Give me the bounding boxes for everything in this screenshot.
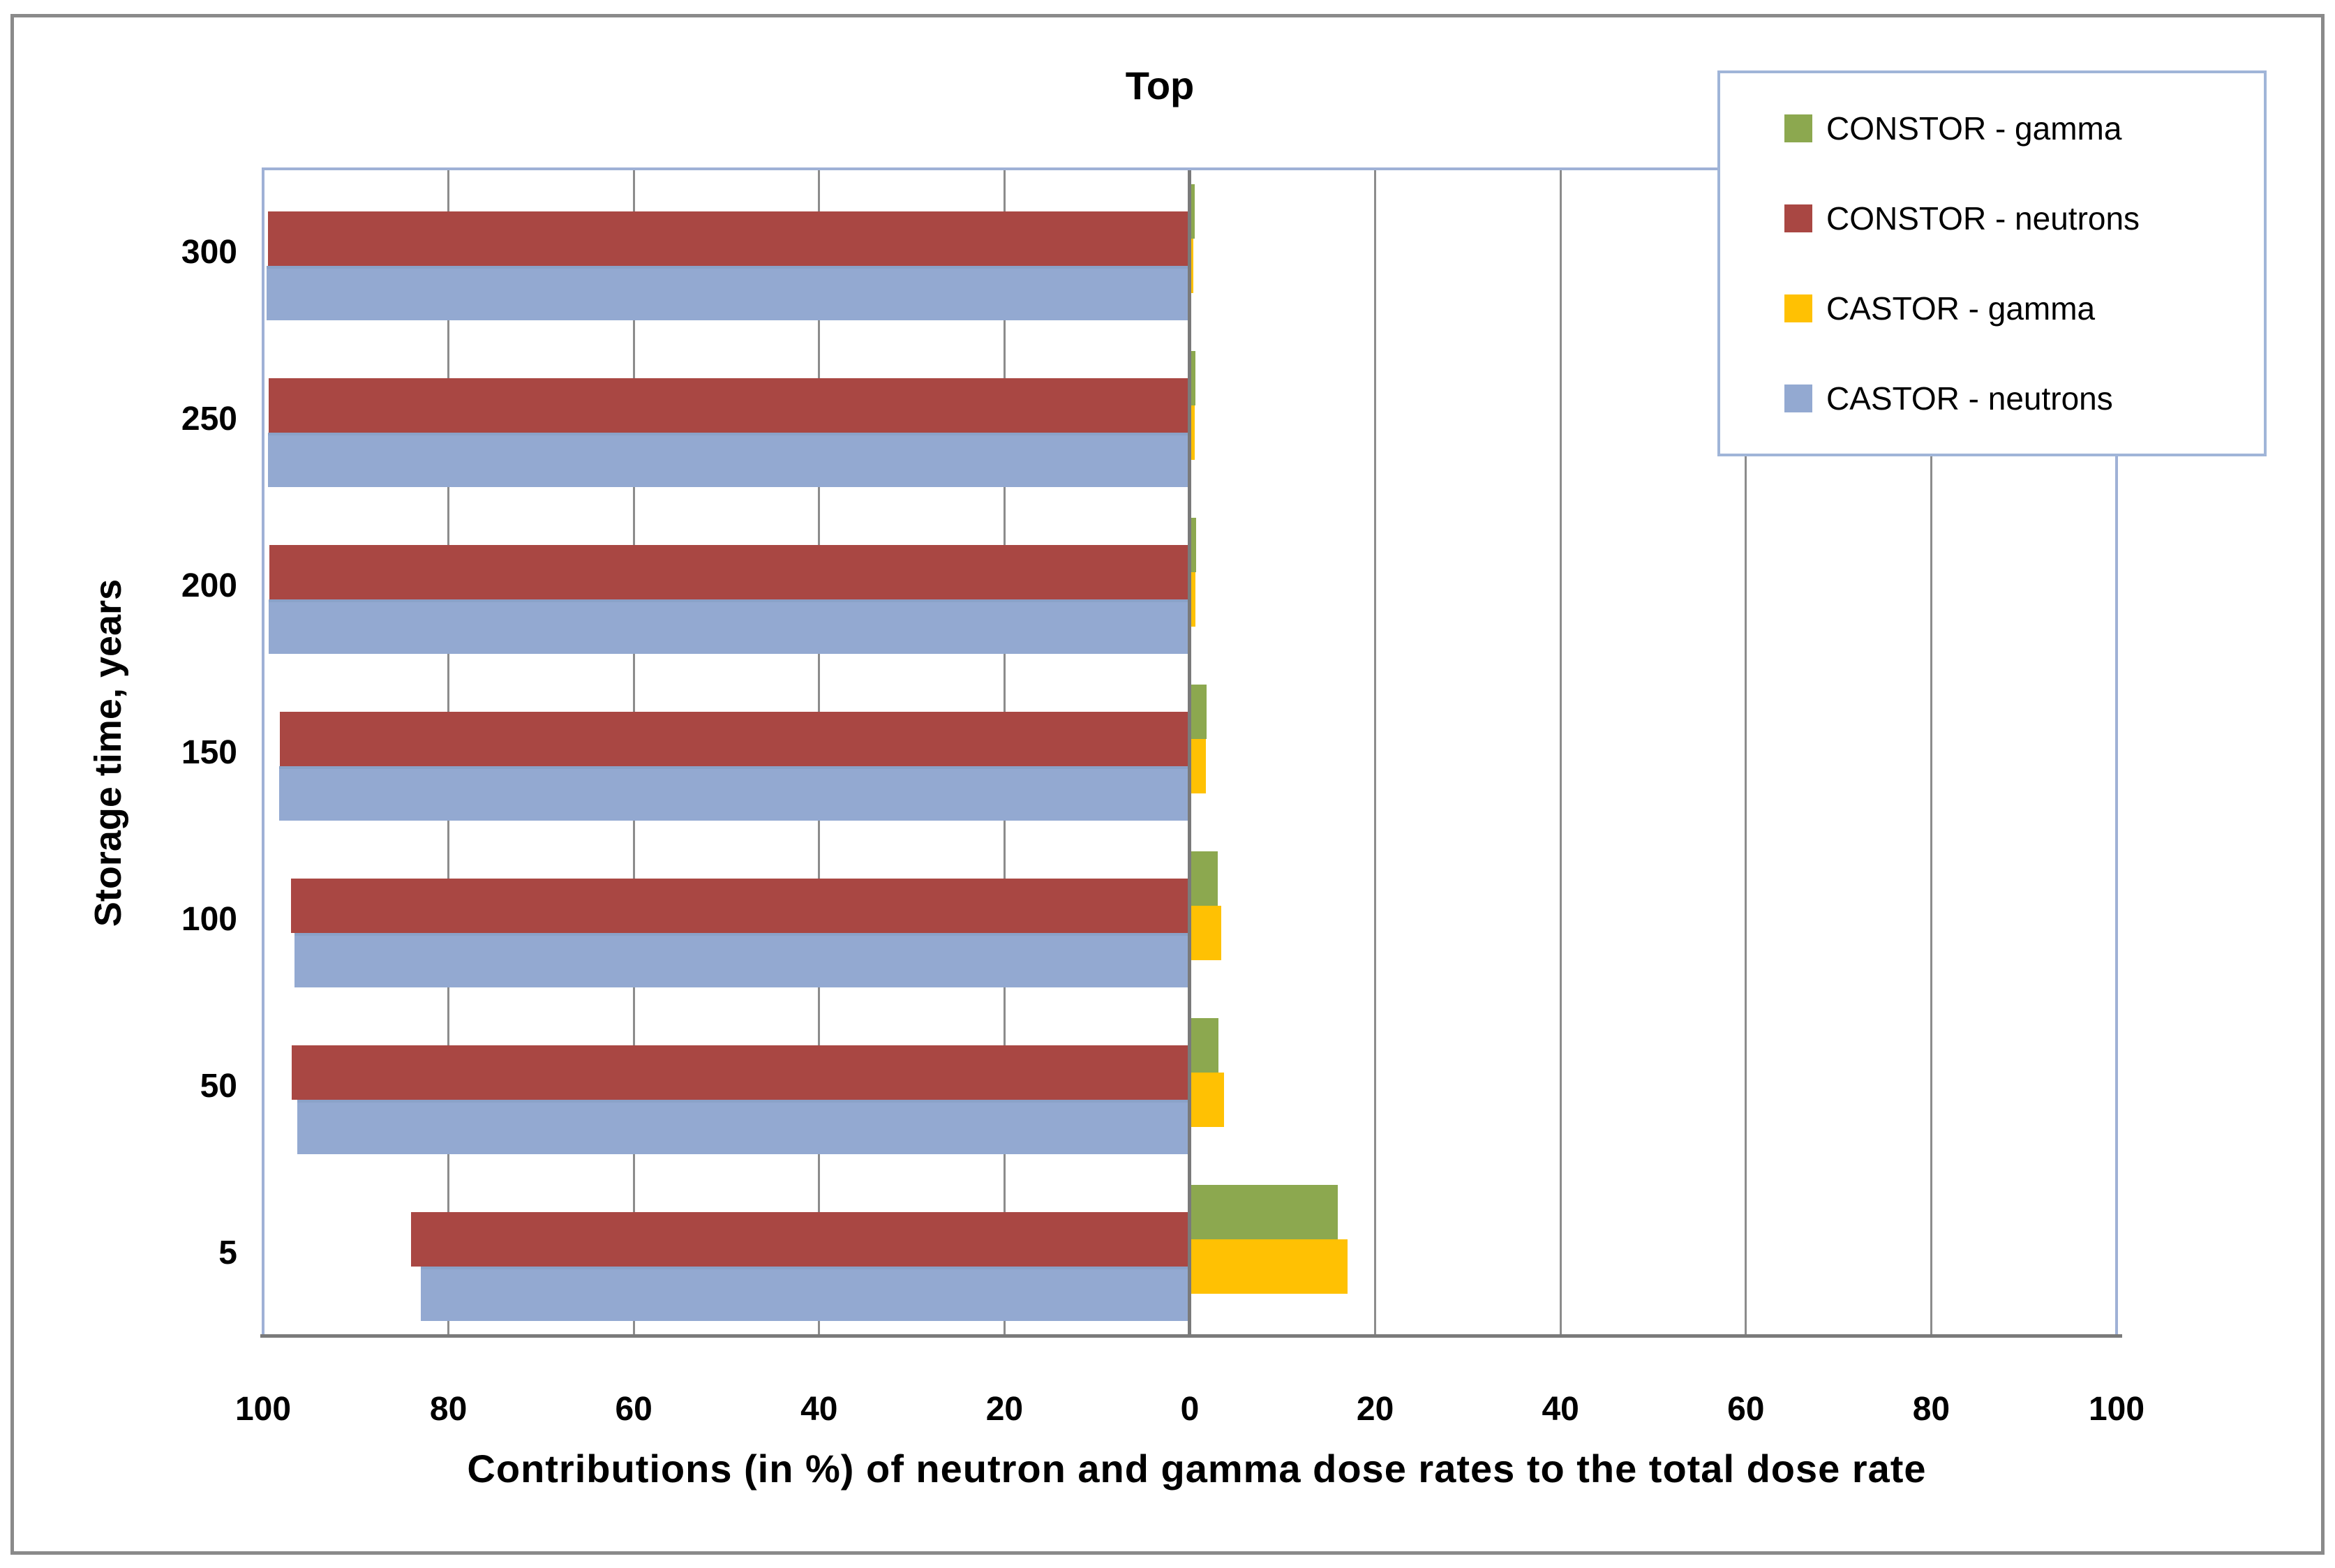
- y-tick-label-250: 250: [181, 400, 237, 438]
- bar-castor-gamma-100: [1190, 906, 1222, 961]
- legend-label: CASTOR - gamma: [1826, 290, 2096, 327]
- plot-border-left: [262, 167, 264, 1337]
- bar-constor-gamma-250: [1190, 350, 1195, 405]
- gridline-20: [1374, 169, 1377, 1337]
- x-tick-label-10: 100: [2088, 1391, 2145, 1428]
- bar-castor-gamma-250: [1190, 405, 1195, 460]
- bar-castor-gamma-50: [1190, 1073, 1225, 1128]
- bar-constor-gamma-300: [1190, 184, 1195, 239]
- bar-constor-neutrons-100: [290, 879, 1190, 934]
- x-tick-label-1: 80: [429, 1391, 468, 1428]
- zero-axis-line: [1188, 169, 1191, 1337]
- bar-castor-gamma-5: [1190, 1239, 1348, 1294]
- bar-castor-neutrons-100: [294, 933, 1190, 988]
- legend-item-castor-neutrons: CASTOR - neutrons: [1784, 380, 2264, 417]
- legend-label: CASTOR - neutrons: [1826, 380, 2113, 417]
- y-tick-label-5: 5: [218, 1234, 237, 1272]
- bar-constor-neutrons-300: [267, 211, 1190, 266]
- legend-label: CONSTOR - gamma: [1826, 110, 2122, 147]
- gridline-80: [1930, 169, 1932, 1337]
- bar-castor-gamma-150: [1190, 739, 1206, 793]
- bar-castor-neutrons-5: [420, 1267, 1190, 1322]
- y-tick-label-50: 50: [200, 1068, 237, 1105]
- x-tick-label-8: 60: [1727, 1391, 1765, 1428]
- legend-swatch-icon: [1784, 204, 1812, 232]
- x-axis-title: Contributions (in %) of neutron and gamm…: [467, 1447, 1927, 1491]
- bar-constor-neutrons-150: [279, 712, 1190, 766]
- bar-constor-neutrons-250: [268, 378, 1190, 433]
- y-tick-label-150: 150: [181, 734, 237, 771]
- legend-swatch-icon: [1784, 114, 1812, 142]
- y-tick-label-100: 100: [181, 901, 237, 939]
- x-tick-label-3: 40: [800, 1391, 838, 1428]
- bar-castor-neutrons-200: [268, 599, 1190, 654]
- bar-constor-neutrons-5: [411, 1212, 1190, 1267]
- bar-castor-neutrons-150: [278, 766, 1190, 821]
- x-axis-line: [260, 1334, 2122, 1338]
- x-tick-label-0: 100: [234, 1391, 292, 1428]
- legend-swatch-icon: [1784, 384, 1812, 413]
- bar-castor-neutrons-50: [297, 1100, 1190, 1155]
- gridline-40: [1559, 169, 1562, 1337]
- plot-border-top: [263, 167, 2119, 170]
- bar-castor-neutrons-250: [267, 432, 1190, 487]
- bar-constor-gamma-200: [1190, 517, 1197, 572]
- legend-label: CONSTOR - neutrons: [1826, 200, 2140, 237]
- x-tick-label-9: 80: [1912, 1391, 1950, 1428]
- bar-castor-gamma-200: [1190, 572, 1195, 627]
- y-tick-label-200: 200: [181, 567, 237, 604]
- bar-constor-gamma-5: [1190, 1185, 1338, 1240]
- bar-constor-neutrons-200: [269, 544, 1190, 599]
- x-tick-label-6: 20: [1356, 1391, 1394, 1428]
- x-tick-label-2: 60: [615, 1391, 652, 1428]
- gridline-60: [1745, 169, 1747, 1337]
- bar-castor-neutrons-300: [267, 265, 1190, 320]
- legend: CONSTOR - gamma CONSTOR - neutrons CASTOR …: [1717, 70, 2267, 456]
- chart-title: Top: [1125, 64, 1195, 107]
- bar-constor-gamma-150: [1190, 685, 1207, 739]
- legend-item-constor-neutrons: CONSTOR - neutrons: [1784, 200, 2264, 237]
- x-tick-label-4: 20: [985, 1391, 1024, 1428]
- y-tick-label-300: 300: [181, 233, 237, 271]
- legend-item-constor-gamma: CONSTOR - gamma: [1784, 110, 2264, 147]
- bar-constor-neutrons-50: [292, 1045, 1190, 1100]
- plot-border-right: [2115, 167, 2118, 1337]
- bar-castor-gamma-300: [1190, 238, 1194, 293]
- x-tick-label-5: 0: [1180, 1391, 1200, 1428]
- x-tick-label-7: 40: [1542, 1391, 1579, 1428]
- legend-swatch-icon: [1784, 294, 1812, 323]
- bar-constor-gamma-50: [1190, 1018, 1219, 1073]
- legend-item-castor-gamma: CASTOR - gamma: [1784, 290, 2264, 327]
- bar-constor-gamma-100: [1190, 851, 1218, 906]
